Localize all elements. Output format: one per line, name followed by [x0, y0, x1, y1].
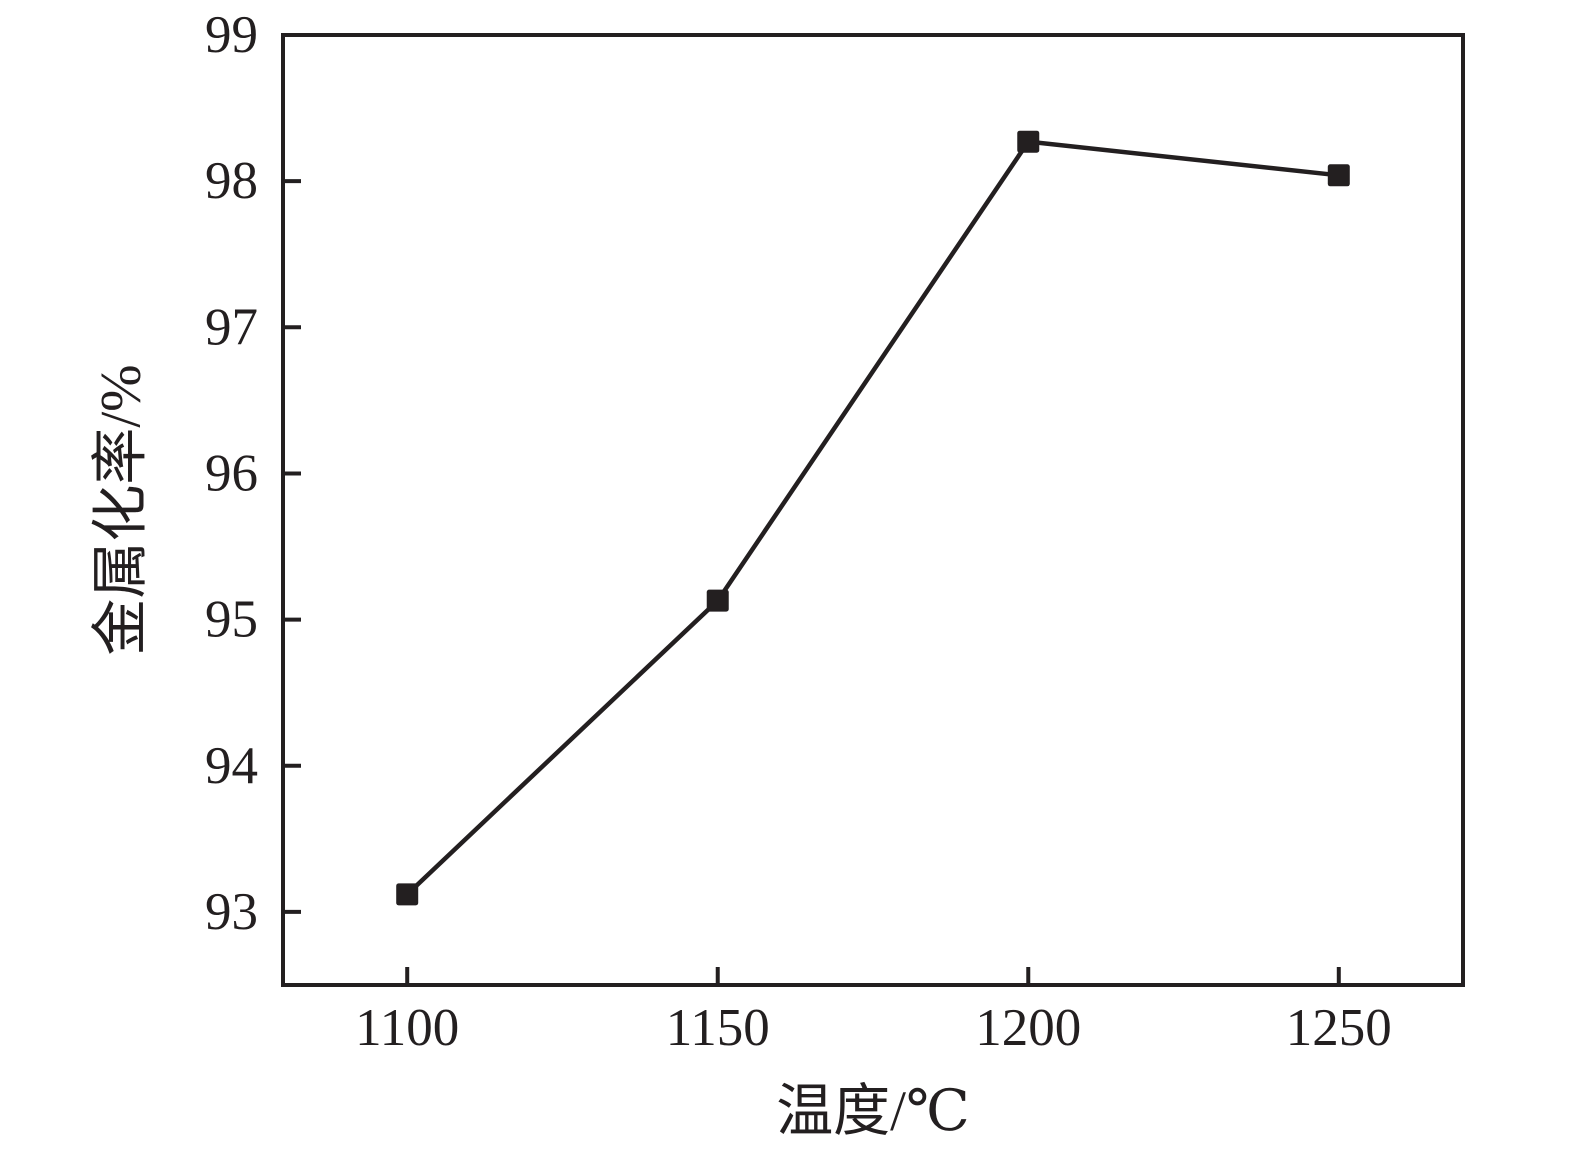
x-axis-ticks [405, 967, 1341, 985]
y-axis-tick-labels: 93 94 95 96 97 98 99 [205, 6, 258, 941]
svg-text:1200: 1200 [975, 999, 1081, 1057]
data-series-line [405, 139, 1340, 897]
svg-text:99: 99 [205, 6, 258, 64]
svg-text:1100: 1100 [355, 999, 459, 1057]
svg-text:1150: 1150 [666, 999, 770, 1057]
y-axis-ticks [283, 33, 301, 914]
svg-text:93: 93 [205, 883, 258, 941]
svg-text:98: 98 [205, 152, 258, 210]
svg-text:95: 95 [205, 591, 258, 649]
svg-text:1250: 1250 [1286, 999, 1392, 1057]
x-axis-tick-labels: 1100 1150 1200 1250 [355, 999, 1392, 1057]
data-point-marker [1017, 130, 1040, 153]
y-axis-title: 金属化率/% [90, 364, 153, 655]
svg-text:94: 94 [205, 737, 258, 795]
plot-frame [281, 33, 1465, 987]
data-point-markers [396, 130, 1350, 906]
data-point-marker [706, 589, 729, 612]
data-point-marker [1327, 164, 1350, 187]
x-axis-title: 温度/℃ [776, 1080, 970, 1143]
svg-text:96: 96 [205, 444, 258, 502]
data-point-marker [396, 883, 419, 906]
svg-text:97: 97 [205, 298, 258, 356]
